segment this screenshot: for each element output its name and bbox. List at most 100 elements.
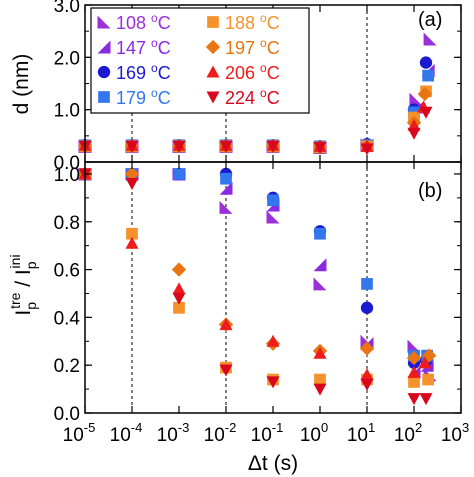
legend-marker bbox=[97, 40, 111, 54]
data-point bbox=[423, 32, 437, 46]
data-point bbox=[219, 200, 233, 214]
y-label-b-i1: I bbox=[12, 310, 35, 316]
panel-a-ticks: 0.0 1.0 2.0 3.0 bbox=[54, 0, 461, 174]
legend-label: 108 oC bbox=[116, 11, 171, 33]
legend-marker bbox=[97, 65, 111, 79]
x-tick-label: 101 bbox=[347, 420, 375, 446]
x-tick-label: 10-2 bbox=[204, 420, 237, 446]
data-point bbox=[360, 368, 374, 381]
data-point bbox=[407, 393, 421, 406]
legend-label: 197 oC bbox=[225, 36, 280, 58]
y-axis-label-b: Iptre / Ipini bbox=[7, 254, 39, 315]
data-point bbox=[419, 106, 433, 119]
y-label-b-sup1: tre bbox=[7, 292, 23, 309]
y-tick-label: 0.0 bbox=[54, 404, 80, 425]
data-point bbox=[266, 210, 280, 224]
data-point bbox=[407, 339, 421, 353]
data-point bbox=[173, 301, 185, 314]
data-point bbox=[313, 141, 327, 154]
legend-marker bbox=[97, 15, 111, 29]
data-point bbox=[422, 69, 434, 82]
data-point bbox=[220, 172, 232, 185]
y-label-b-sep: / I bbox=[12, 269, 35, 292]
data-point bbox=[125, 140, 139, 153]
data-point bbox=[360, 378, 374, 391]
data-point bbox=[419, 56, 433, 69]
data-point bbox=[314, 373, 326, 386]
data-point bbox=[173, 168, 185, 180]
y-label-b-sup2: ini bbox=[7, 254, 23, 268]
y-tick-label: 0.0 bbox=[54, 153, 80, 174]
x-ticks: 10-5 10-4 10-3 10-2 10-1 100 101 102 103 bbox=[63, 5, 469, 446]
y-tick-label: 0.4 bbox=[54, 308, 81, 329]
data-point bbox=[407, 365, 421, 378]
x-tick-label: 102 bbox=[394, 420, 422, 446]
data-point bbox=[360, 301, 374, 314]
data-point bbox=[419, 393, 433, 406]
legend-label: 188 oC bbox=[225, 11, 280, 33]
panel-b-ticks: 0.0 0.2 0.4 0.6 0.8 1.0 bbox=[54, 165, 461, 425]
data-point bbox=[406, 350, 422, 366]
x-axis-label: Δt (s) bbox=[248, 452, 298, 475]
data-point bbox=[313, 277, 327, 291]
data-point bbox=[219, 318, 233, 331]
data-point bbox=[314, 227, 326, 240]
x-tick-label: 10-4 bbox=[110, 420, 143, 446]
y-tick-label: 0.8 bbox=[54, 213, 80, 234]
y-tick-label: 0.2 bbox=[54, 356, 80, 377]
data-point bbox=[313, 383, 327, 396]
data-point bbox=[361, 278, 373, 290]
panel-b-label: (b) bbox=[418, 180, 442, 202]
legend-label: 147 oC bbox=[116, 36, 171, 58]
legend-box bbox=[90, 7, 310, 114]
y-label-b-sub2: p bbox=[23, 261, 39, 269]
data-point bbox=[126, 227, 138, 240]
legend-label: 169 oC bbox=[116, 61, 171, 83]
data-point bbox=[360, 143, 374, 156]
data-point bbox=[266, 376, 280, 389]
data-point bbox=[408, 376, 420, 388]
data-point bbox=[219, 364, 233, 377]
data-point bbox=[124, 166, 140, 182]
legend-marker bbox=[207, 16, 219, 28]
data-point bbox=[172, 140, 186, 153]
y-tick-label: 0.6 bbox=[54, 261, 80, 282]
data-point bbox=[125, 236, 139, 249]
data-point bbox=[171, 262, 187, 277]
data-point bbox=[172, 292, 186, 305]
x-tick-label: 10-5 bbox=[63, 420, 96, 446]
data-point bbox=[125, 177, 139, 191]
y-tick-label: 1.0 bbox=[54, 165, 80, 186]
data-point bbox=[266, 334, 280, 347]
data-point bbox=[313, 258, 327, 272]
data-point bbox=[219, 140, 233, 153]
data-point bbox=[267, 194, 279, 207]
legend-marker bbox=[206, 65, 220, 78]
legend-label: 179 oC bbox=[116, 86, 171, 108]
legend-label: 206 oC bbox=[225, 61, 280, 83]
data-point bbox=[418, 356, 432, 369]
svg-text:Iptre / Ipini: Iptre / Ipini bbox=[7, 254, 39, 315]
legend: 108 oC 147 oC 169 oC 179 oC 188 oC 197 oC 206 … bbox=[90, 7, 310, 114]
y-axis-label-a: d (nm) bbox=[10, 54, 33, 115]
x-tick-label: 103 bbox=[441, 420, 469, 446]
panel-b-markers bbox=[77, 166, 437, 406]
legend-marker bbox=[205, 39, 221, 55]
data-point bbox=[359, 341, 375, 356]
legend-label: 224 oC bbox=[225, 86, 280, 108]
legend-marker bbox=[98, 91, 110, 103]
data-point bbox=[313, 346, 327, 359]
y-tick-label: 1.0 bbox=[54, 101, 80, 122]
panel-b-dashed-lines bbox=[131, 162, 368, 413]
data-point bbox=[409, 92, 423, 106]
y-label-b-sub1: p bbox=[23, 302, 39, 310]
legend-marker bbox=[206, 91, 220, 104]
x-tick-label: 10-3 bbox=[157, 420, 190, 446]
data-point bbox=[422, 373, 434, 386]
panel-a-label: (a) bbox=[418, 9, 442, 31]
x-tick-label: 100 bbox=[300, 420, 328, 446]
data-point bbox=[266, 140, 280, 153]
x-tick-label: 10-1 bbox=[251, 420, 284, 446]
data-point bbox=[219, 181, 233, 195]
